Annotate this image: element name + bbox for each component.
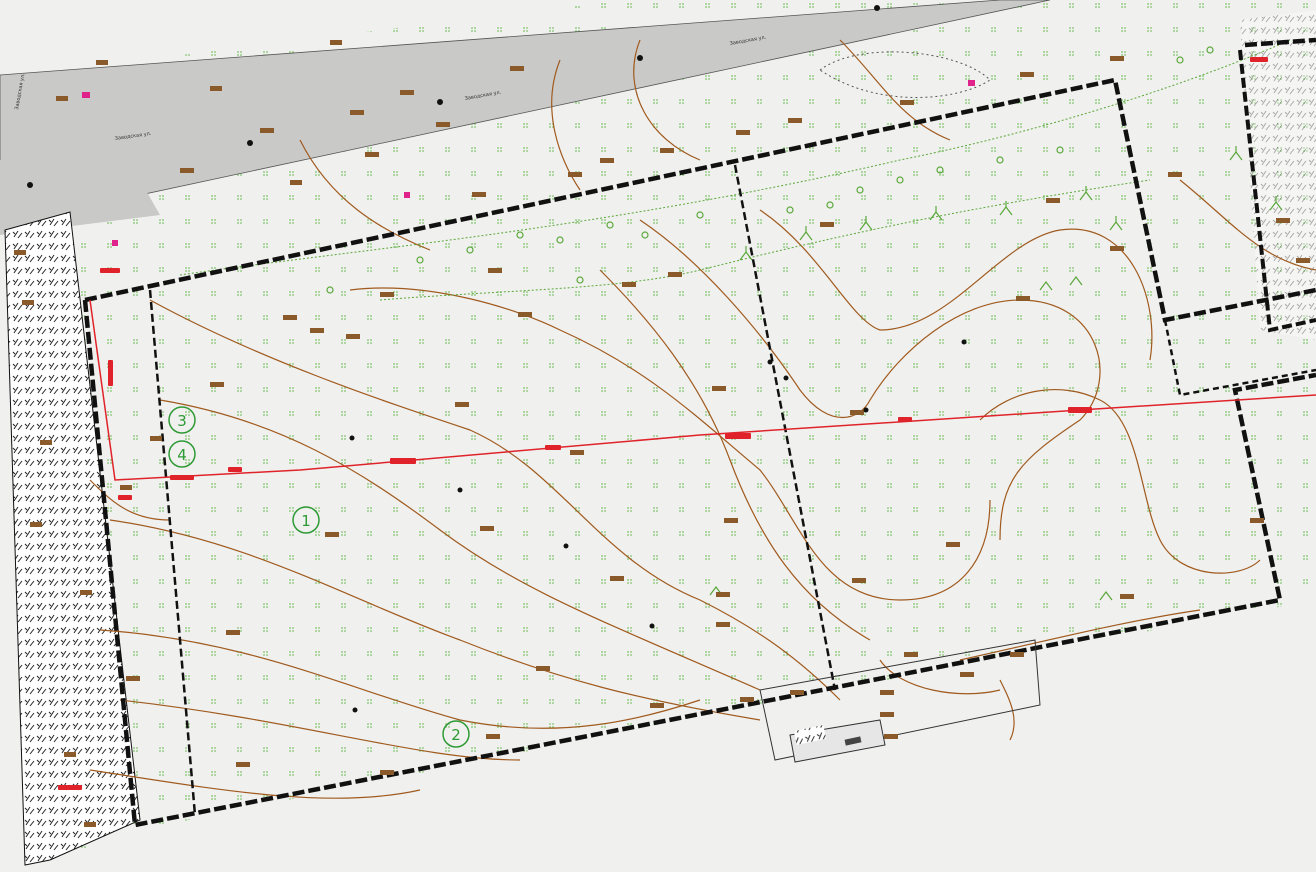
tree-symbols (326, 46, 1283, 601)
power-line-markers (58, 57, 1268, 790)
contour-line (839, 39, 951, 141)
poi-symbols (82, 80, 975, 246)
survey-points (27, 5, 967, 713)
marker-2[interactable]: 2 (442, 720, 470, 748)
road-bend (0, 145, 160, 235)
marker-4[interactable]: 4 (168, 440, 196, 468)
contour-line (959, 609, 1201, 661)
boundary-outer-top (84, 77, 1316, 323)
road-main (0, 0, 1051, 226)
marker-1-label: 1 (301, 512, 311, 530)
boundary-right-parcel (1238, 49, 1316, 333)
contour-line (633, 39, 701, 161)
boundary-topright (1244, 37, 1316, 48)
grass-area (60, 0, 1316, 860)
small-building (759, 639, 1041, 763)
contour-line (99, 629, 701, 729)
contour-line (879, 659, 1001, 695)
contour-line (759, 209, 1153, 361)
hatched-sidewalk (4, 211, 141, 866)
hatched-building (1240, 10, 1316, 340)
contour-line (551, 59, 581, 191)
boundary-inner-middle (733, 164, 837, 691)
contour-line (119, 699, 521, 761)
marker-3-label: 3 (177, 412, 187, 430)
contour-line (149, 299, 841, 701)
power-line (89, 299, 1316, 481)
contour-line (979, 389, 1261, 574)
vegetation-line (179, 39, 1291, 276)
elevation-labels (14, 40, 1310, 827)
contour-line (599, 269, 871, 641)
boundary-inner-left (148, 289, 197, 816)
road-label-1: Заводская ул. (114, 131, 152, 142)
vegetation-line-inner (379, 179, 1151, 301)
contour-lines (89, 39, 1316, 799)
contour-line (159, 399, 761, 691)
boundary-outer-bottom (82, 299, 1316, 828)
contour-line (89, 769, 421, 799)
contour-line (1179, 179, 1316, 271)
contour-line (349, 287, 991, 601)
marker-4-label: 4 (177, 446, 187, 464)
marker-3[interactable]: 3 (168, 406, 196, 434)
boundary-right-inner (1163, 319, 1316, 397)
marker-2-label: 2 (451, 726, 461, 744)
contour-line (89, 479, 171, 521)
contour-line (109, 519, 761, 721)
contour-line (299, 139, 431, 251)
contour-line (999, 679, 1015, 741)
marker-1[interactable]: 1 (292, 506, 320, 534)
